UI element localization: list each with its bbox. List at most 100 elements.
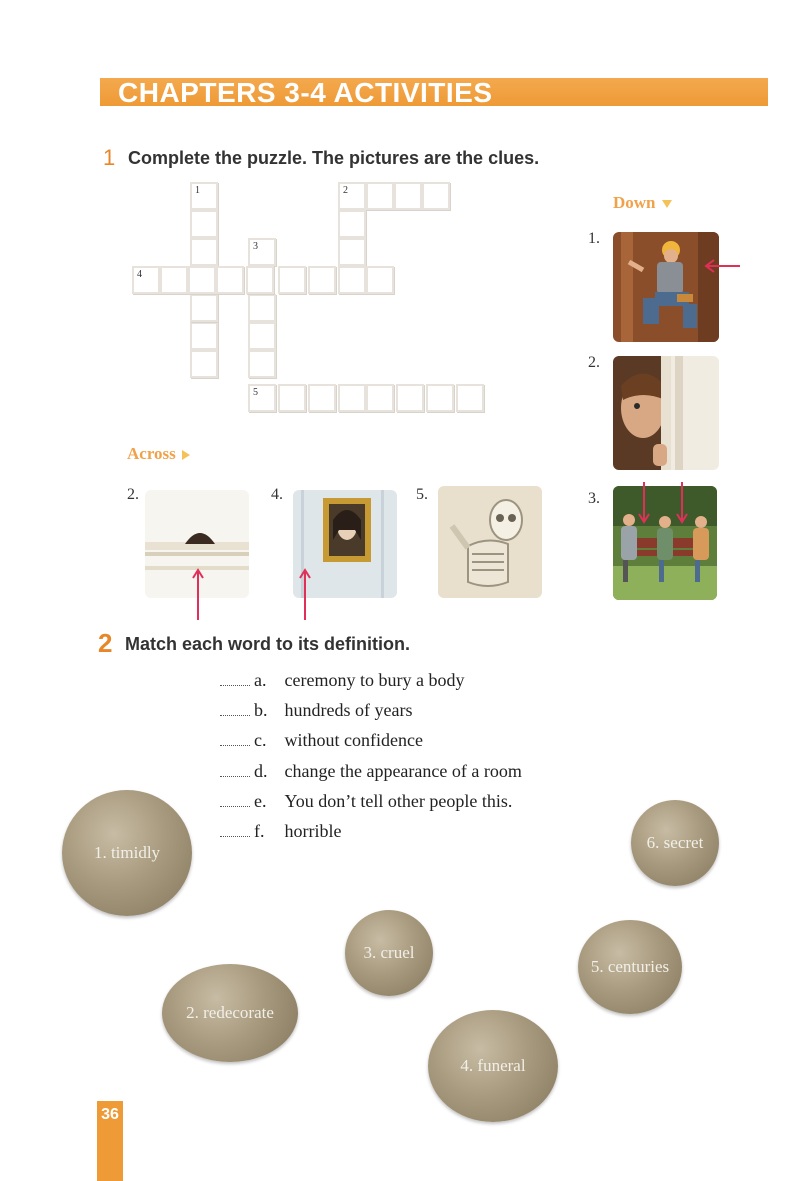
arrow-up-icon [299,568,311,620]
definition-letter: a. [254,670,267,690]
definition-letter: f. [254,821,265,841]
crossword-cell[interactable] [308,384,336,412]
section-2-number: 2 [98,628,113,658]
crossword-cell[interactable] [160,266,188,294]
down-clue-number: 2. [588,354,600,371]
crossword-cell[interactable]: 1 [190,182,218,210]
down-clue-number: 1. [588,230,600,247]
down-clue-1-picture [613,232,719,342]
definition-text: change the appearance of a room [284,761,522,781]
crossword-cell[interactable] [248,350,276,378]
definition-row: f. horrible [220,821,341,842]
park-bench-illustration [613,486,717,600]
answer-blank[interactable] [220,806,250,807]
across-clue-number: 5. [416,486,428,503]
crossword-cell[interactable] [246,266,274,294]
section-2-instruction: Match each word to its definition. [125,634,411,654]
definition-text: horrible [284,821,342,841]
crossword-cell[interactable] [188,266,216,294]
across-clue-4-picture [293,490,397,598]
word-stone-redecorate[interactable]: 2. redecorate [162,964,298,1062]
word-stone-funeral[interactable]: 4. funeral [428,1010,558,1122]
crossword-cell[interactable] [338,210,366,238]
triangle-right-icon [181,450,190,461]
crossword-cell[interactable] [278,384,306,412]
crossword-cell[interactable] [338,238,366,266]
answer-blank[interactable] [220,715,250,716]
locksmith-illustration [613,232,719,342]
across-clue-number: 2. [127,486,139,503]
skeleton-illustration [438,486,542,598]
arrow-left-icon [704,259,740,273]
answer-blank[interactable] [220,776,250,777]
definition-row: b. hundreds of years [220,700,412,721]
word-stone-timidly[interactable]: 1. timidly [62,790,192,916]
triangle-down-icon [661,200,672,209]
chapter-banner [100,78,768,106]
crossword-cell[interactable] [248,294,276,322]
definition-letter: b. [254,700,268,720]
crossword-cell[interactable] [366,266,394,294]
crossword-cell[interactable] [366,182,394,210]
crossword-cell[interactable]: 2 [338,182,366,210]
crossword-cell[interactable] [308,266,336,294]
crossword-cell[interactable] [248,322,276,350]
word-stone-cruel[interactable]: 3. cruel [345,910,433,996]
crossword-cell[interactable] [456,384,484,412]
down-clue-2-picture [613,356,719,470]
across-clue-number: 4. [271,486,283,503]
definition-row: a. ceremony to bury a body [220,670,464,691]
crossword-cell[interactable] [338,384,366,412]
definition-text: ceremony to bury a body [284,670,465,690]
definition-row: e. You don’t tell other people this. [220,791,512,812]
crossword-cell[interactable] [278,266,306,294]
portrait-frame-illustration [293,490,397,598]
crossword-cell[interactable] [396,384,424,412]
page-title: CHAPTERS 3-4 ACTIVITIES [118,77,493,108]
answer-blank[interactable] [220,836,250,837]
crossword-cell[interactable] [190,350,218,378]
down-label-text: Down [613,193,656,212]
crossword-cell[interactable] [190,294,218,322]
down-clue-3-picture [613,486,717,600]
peeking-man-illustration [613,356,719,470]
section-1-instruction: Complete the puzzle. The pictures are th… [128,148,540,168]
page-tab [97,1101,123,1181]
clue-number: 3 [253,241,258,252]
crossword-cell[interactable] [190,322,218,350]
crossword-cell[interactable]: 3 [248,238,276,266]
clue-number: 5 [253,387,258,398]
across-clue-5-picture [438,486,542,598]
crossword-cell[interactable] [426,384,454,412]
answer-blank[interactable] [220,745,250,746]
definition-text: hundreds of years [284,700,413,720]
crossword-cell[interactable]: 5 [248,384,276,412]
crossword-cell[interactable] [338,266,366,294]
definition-letter: d. [254,761,268,781]
word-stone-centuries[interactable]: 5. centuries [578,920,682,1014]
crossword-cell[interactable] [366,384,394,412]
page-number: 36 [101,1106,119,1123]
definition-row: d. change the appearance of a room [220,761,522,782]
across-label-text: Across [127,444,176,463]
definition-letter: e. [254,791,267,811]
crossword-cell[interactable] [190,210,218,238]
arrow-up-icon [192,568,204,620]
word-stone-secret[interactable]: 6. secret [631,800,719,886]
answer-blank[interactable] [220,685,250,686]
crossword-cell[interactable] [394,182,422,210]
definition-row: c. without confidence [220,730,423,751]
crossword-cell[interactable] [190,238,218,266]
down-clue-number: 3. [588,490,600,507]
clue-number: 2 [343,185,348,196]
clue-number: 4 [137,269,142,280]
down-label: Down [613,193,672,213]
arrow-down-icon [638,482,688,524]
crossword-cell[interactable] [422,182,450,210]
definition-text: without confidence [284,730,423,750]
section-1-number: 1 [103,145,116,170]
clue-number: 1 [195,185,200,196]
across-label: Across [127,444,190,464]
crossword-cell[interactable]: 4 [132,266,160,294]
crossword-cell[interactable] [216,266,244,294]
